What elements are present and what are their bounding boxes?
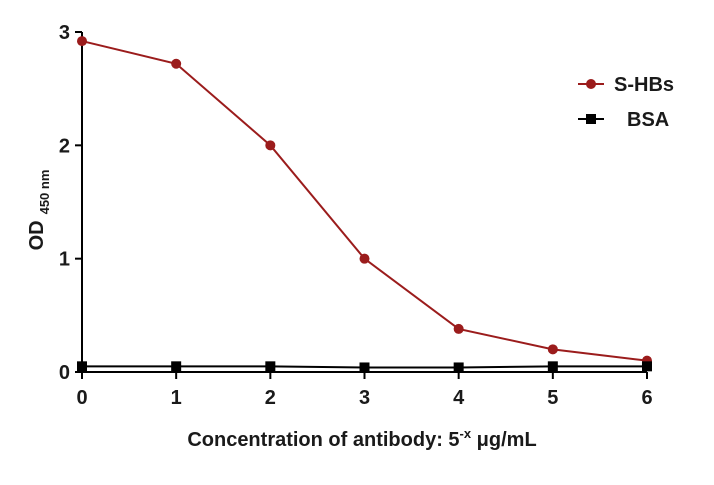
data-point-s-hbs (453, 323, 464, 334)
x-tick-label: 6 (641, 387, 652, 409)
legend-label-bsa: BSA (627, 109, 669, 131)
data-point-s-hbs (265, 140, 276, 151)
y-tick-label: 1 (59, 249, 70, 271)
y-tick-label: 0 (59, 362, 70, 384)
legend-marker-bsa (586, 114, 596, 124)
legend-label-s-hbs: S-HBs (614, 74, 674, 96)
x-tick-label: 0 (76, 387, 87, 409)
data-point-bsa (359, 362, 370, 373)
legend-marker-s-hbs (586, 79, 596, 89)
data-point-s-hbs (171, 58, 182, 69)
x-tick-label: 2 (265, 387, 276, 409)
x-axis-title: Concentration of antibody: 5-x μg/mL (187, 426, 536, 451)
data-point-bsa (642, 361, 652, 372)
series-line-s-hbs (81, 40, 648, 362)
x-tick-label: 5 (547, 387, 558, 409)
data-point-bsa (171, 361, 182, 372)
y-axis-title: OD450 nm (26, 170, 52, 251)
x-tick-label: 3 (359, 387, 370, 409)
data-point-bsa (265, 361, 276, 372)
y-tick-label: 3 (59, 22, 70, 44)
data-point-bsa (453, 362, 464, 373)
series (77, 36, 652, 373)
data-point-bsa (77, 361, 87, 372)
data-point-s-hbs (359, 253, 370, 264)
x-tick-label: 4 (453, 387, 465, 409)
data-point-s-hbs (77, 36, 87, 47)
legend-item-s-hbs: S-HBs (578, 74, 674, 96)
ticks: 0 1 2 3 4 5 6 0 1 2 3 (59, 22, 653, 409)
legend-item-bsa: BSA (578, 109, 669, 131)
y-tick-label: 2 (59, 135, 70, 157)
x-tick-label: 1 (171, 387, 182, 409)
legend: S-HBs BSA (578, 74, 674, 131)
axes (81, 32, 647, 373)
data-point-bsa (547, 361, 558, 372)
data-point-s-hbs (547, 344, 558, 355)
